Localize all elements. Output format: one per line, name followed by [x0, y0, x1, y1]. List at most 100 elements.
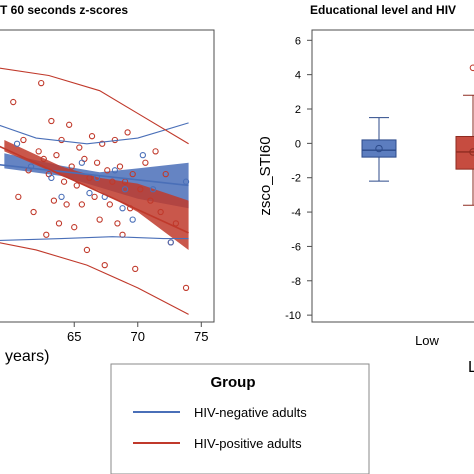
right-chart-title: Educational level and HIV: [310, 3, 456, 17]
left-x-axis-ticks: 65 70 75: [67, 322, 209, 344]
y-tick-label: -2: [291, 173, 301, 185]
data-point-hiv-negative-adults: [129, 216, 136, 223]
data-point-hiv-negative-adults: [13, 140, 21, 147]
data-point-hiv-positive-adults: [182, 284, 190, 292]
left-chart-title: T 60 seconds z-scores: [0, 3, 128, 17]
data-point-hiv-positive-adults: [83, 246, 91, 254]
legend: Group HIV-negative adults HIV-positive a…: [110, 363, 370, 474]
data-point-hiv-negative-adults: [48, 174, 55, 182]
data-point-hiv-positive-adults: [129, 170, 136, 178]
y-tick-label: 2: [295, 104, 301, 116]
data-point-hiv-negative-adults: [58, 193, 65, 201]
x-tick-label: 65: [67, 329, 81, 344]
data-point-hiv-positive-adults: [96, 216, 103, 223]
data-point-hiv-positive-adults: [30, 208, 37, 216]
outlier-hiv-positive-adults: [469, 64, 474, 72]
data-point-hiv-positive-adults: [132, 265, 139, 273]
data-point-hiv-positive-adults: [35, 148, 42, 155]
right-plot-frame: [311, 29, 474, 323]
prediction-lower-hiv-positive-adults: [0, 242, 189, 315]
data-point-hiv-negative-adults: [111, 167, 119, 174]
y-tick-label: 0: [295, 138, 301, 150]
prediction-upper-hiv-positive-adults: [0, 67, 189, 145]
left-x-axis-label: years): [5, 348, 49, 365]
left-scatter-points: [10, 79, 190, 292]
mean-marker-hiv-positive-adults: [469, 148, 474, 156]
data-point-hiv-positive-adults: [73, 182, 80, 189]
box-hiv-positive-adults: [455, 135, 474, 170]
y-tick-label: -8: [291, 276, 301, 288]
fit-line-hiv-negative-adults: [0, 164, 189, 187]
data-point-hiv-negative-adults: [121, 186, 129, 193]
data-point-hiv-positive-adults: [88, 133, 96, 140]
data-point-hiv-positive-adults: [20, 136, 27, 144]
y-tick-label: 6: [295, 35, 301, 47]
data-point-hiv-positive-adults: [78, 201, 86, 208]
data-point-hiv-negative-adults: [182, 178, 190, 185]
data-point-hiv-positive-adults: [91, 193, 98, 201]
data-point-hiv-positive-adults: [152, 148, 159, 155]
data-point-hiv-positive-adults: [66, 121, 73, 128]
data-point-hiv-negative-adults: [149, 186, 157, 193]
data-point-hiv-positive-adults: [99, 140, 106, 147]
legend-frame: [110, 363, 370, 474]
prediction-upper-hiv-negative-adults: [0, 122, 189, 145]
left-fit-lines: [0, 67, 189, 315]
data-point-hiv-positive-adults: [101, 261, 108, 269]
right-boxplot-panel: Educational level and HIV 6 4 2 0 -2 -4 -6 -8 -1…: [257, 3, 474, 376]
right-y-axis-label: zsco_STI60: [257, 136, 274, 215]
data-point-hiv-positive-adults: [137, 186, 144, 193]
data-point-hiv-positive-adults: [147, 197, 154, 204]
left-plot-frame: [0, 29, 215, 323]
data-point-hiv-positive-adults: [53, 151, 60, 159]
data-point-hiv-positive-adults: [15, 193, 22, 201]
data-point-hiv-positive-adults: [48, 117, 55, 125]
left-scatter-panel: T 60 seconds z-scores 65 70 75 years): [0, 3, 215, 365]
right-x-axis-label-partial: L: [468, 359, 474, 376]
right-category-label: Low: [415, 333, 439, 348]
data-point-hiv-negative-adults: [86, 189, 93, 197]
data-point-hiv-positive-adults: [71, 224, 78, 231]
data-point-hiv-positive-adults: [106, 201, 113, 208]
y-tick-label: -10: [285, 310, 301, 322]
data-point-hiv-positive-adults: [76, 144, 83, 151]
right-box-plots: [361, 64, 474, 206]
data-point-hiv-positive-adults: [172, 220, 180, 227]
data-point-hiv-positive-adults: [114, 220, 121, 227]
data-point-hiv-negative-adults: [27, 163, 35, 170]
y-tick-label: -6: [291, 241, 301, 253]
x-tick-label: 70: [131, 329, 145, 344]
right-y-axis-ticks: 6 4 2 0 -2 -4 -6 -8 -10: [285, 35, 312, 322]
data-point-hiv-positive-adults: [10, 98, 17, 106]
y-tick-label: 4: [295, 70, 301, 82]
data-point-hiv-positive-adults: [38, 79, 45, 87]
data-point-hiv-positive-adults: [109, 178, 116, 185]
y-tick-label: -4: [291, 207, 301, 219]
data-point-hiv-positive-adults: [68, 163, 75, 170]
x-tick-label: 75: [194, 329, 208, 344]
data-point-hiv-negative-adults: [139, 151, 146, 159]
box-hiv-negative-adults: [361, 139, 397, 158]
legend-title: Group: [211, 374, 256, 391]
data-point-hiv-positive-adults: [93, 159, 101, 166]
legend-item-hiv-negative: HIV-negative adults: [194, 405, 307, 420]
data-point-hiv-positive-adults: [55, 220, 63, 227]
mean-marker-hiv-negative-adults: [375, 144, 383, 153]
data-point-hiv-positive-adults: [116, 163, 124, 170]
data-point-hiv-positive-adults: [43, 231, 50, 238]
data-point-hiv-positive-adults: [142, 159, 149, 166]
data-point-hiv-negative-adults: [78, 159, 86, 166]
data-point-hiv-positive-adults: [162, 170, 169, 178]
legend-item-hiv-positive: HIV-positive adults: [194, 436, 302, 451]
data-point-hiv-negative-adults: [167, 239, 174, 246]
data-point-hiv-positive-adults: [157, 208, 164, 216]
data-point-hiv-positive-adults: [40, 155, 47, 163]
prediction-lower-hiv-negative-adults: [0, 236, 189, 241]
ci-band-hiv-positive-adults: [4, 139, 189, 250]
data-point-hiv-positive-adults: [60, 178, 68, 185]
data-point-hiv-negative-adults: [119, 205, 126, 212]
data-point-hiv-positive-adults: [58, 136, 65, 144]
data-point-hiv-positive-adults: [124, 129, 131, 136]
data-point-hiv-positive-adults: [104, 167, 111, 174]
